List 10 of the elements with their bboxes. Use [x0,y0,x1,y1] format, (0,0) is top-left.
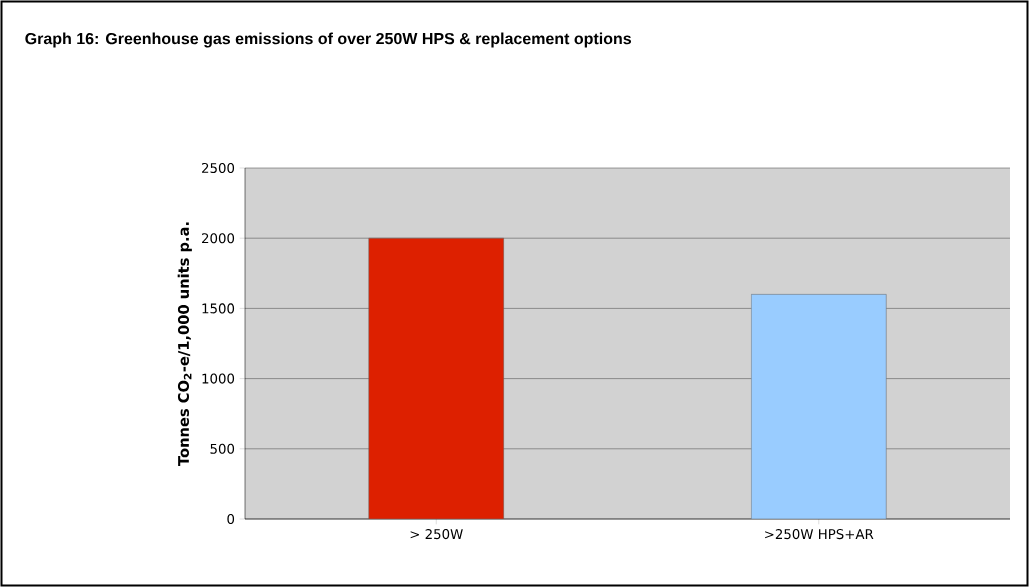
x-tick-label: > 250W [410,529,463,540]
y-tick-label: 500 [210,443,235,454]
y-tick-label: 2000 [202,233,235,244]
y-tick-label: 1000 [202,373,235,384]
y-tick-label: 1500 [202,303,235,314]
y-axis-title: Tonnes CO$_{2}$-e/1,000 units p.a. [177,222,192,466]
chart-title: Graph 16: Greenhouse gas emissions of over 250W HPS & replacement options [25,32,632,48]
x-tick-label: >250W HPS+AR [765,529,874,540]
y-tick-label: 2500 [202,162,235,174]
y-tick-label: 0 [227,513,235,525]
